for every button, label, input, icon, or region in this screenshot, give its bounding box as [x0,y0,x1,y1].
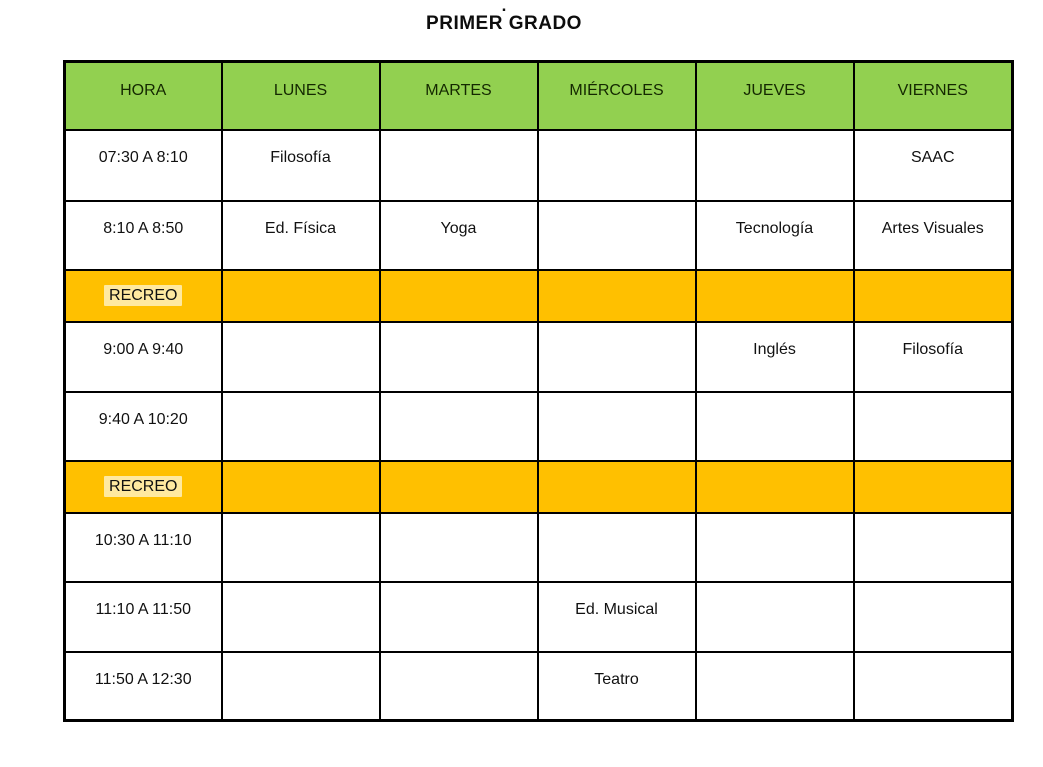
recess-label: RECREO [104,284,183,306]
subject-cell: Artes Visuales [852,199,1014,271]
empty-subject-cell [694,128,855,202]
time-cell: 9:40 A 10:20 [63,390,223,462]
subject-cell: Filosofía [852,320,1014,393]
empty-subject-cell [220,511,381,583]
empty-subject-cell [852,390,1014,462]
subject-cell: Inglés [694,320,855,393]
period-row: 10:30 A 11:10 [63,511,1014,583]
subject-cell: Ed. Musical [536,580,697,653]
empty-subject-cell [378,128,539,202]
schedule-table: HORA LUNES MARTES MIÉRCOLES JUEVES VIERN… [63,60,1014,722]
empty-subject-cell [536,199,697,271]
stray-period-dot: . [501,0,507,15]
time-cell: 07:30 A 8:10 [63,128,223,202]
empty-subject-cell [220,320,381,393]
empty-subject-cell [536,128,697,202]
empty-subject-cell [852,268,1014,323]
empty-subject-cell [694,268,855,323]
period-row: 9:00 A 9:40 Inglés Filosofía [63,320,1014,393]
empty-subject-cell [536,511,697,583]
empty-subject-cell [220,390,381,462]
header-cell-lunes: LUNES [220,60,381,131]
empty-subject-cell [220,580,381,653]
recess-row: RECREO [63,268,1014,323]
time-cell: 11:50 A 12:30 [63,650,223,722]
period-row: 07:30 A 8:10 Filosofía SAAC [63,128,1014,202]
empty-subject-cell [378,511,539,583]
time-cell: 9:00 A 9:40 [63,320,223,393]
period-row: 9:40 A 10:20 [63,390,1014,462]
empty-subject-cell [378,268,539,323]
header-cell-miercoles: MIÉRCOLES [536,60,697,131]
header-cell-viernes: VIERNES [852,60,1014,131]
empty-subject-cell [220,459,381,514]
subject-cell: Ed. Física [220,199,381,271]
empty-subject-cell [536,390,697,462]
subject-cell: Yoga [378,199,539,271]
period-row: 11:50 A 12:30 Teatro [63,650,1014,722]
empty-subject-cell [378,650,539,722]
recess-label-cell: RECREO [63,459,223,514]
recess-label: RECREO [104,475,183,497]
time-cell: 10:30 A 11:10 [63,511,223,583]
empty-subject-cell [852,580,1014,653]
time-cell: 11:10 A 11:50 [63,580,223,653]
subject-cell: SAAC [852,128,1014,202]
header-row: HORA LUNES MARTES MIÉRCOLES JUEVES VIERN… [63,60,1014,131]
empty-subject-cell [694,580,855,653]
empty-subject-cell [378,459,539,514]
period-row: 11:10 A 11:50 Ed. Musical [63,580,1014,653]
empty-subject-cell [852,511,1014,583]
empty-subject-cell [220,268,381,323]
recess-row: RECREO [63,459,1014,514]
empty-subject-cell [378,320,539,393]
subject-cell: Teatro [536,650,697,722]
recess-label-cell: RECREO [63,268,223,323]
empty-subject-cell [852,459,1014,514]
subject-cell: Tecnología [694,199,855,271]
schedule-body: 07:30 A 8:10 Filosofía SAAC 8:10 A 8:50 Ed. … [63,128,1014,722]
empty-subject-cell [536,268,697,323]
time-cell: 8:10 A 8:50 [63,199,223,271]
empty-subject-cell [378,390,539,462]
empty-subject-cell [378,580,539,653]
header-cell-jueves: JUEVES [694,60,855,131]
empty-subject-cell [220,650,381,722]
empty-subject-cell [694,390,855,462]
header-cell-hora: HORA [63,60,223,131]
title-block: . PRIMER GRADO [0,0,1008,35]
empty-subject-cell [694,459,855,514]
subject-cell: Filosofía [220,128,381,202]
empty-subject-cell [536,320,697,393]
empty-subject-cell [852,650,1014,722]
page-title: PRIMER GRADO [426,13,582,34]
empty-subject-cell [694,650,855,722]
period-row: 8:10 A 8:50 Ed. Física Yoga Tecnología Artes… [63,199,1014,271]
empty-subject-cell [694,511,855,583]
header-cell-martes: MARTES [378,60,539,131]
empty-subject-cell [536,459,697,514]
